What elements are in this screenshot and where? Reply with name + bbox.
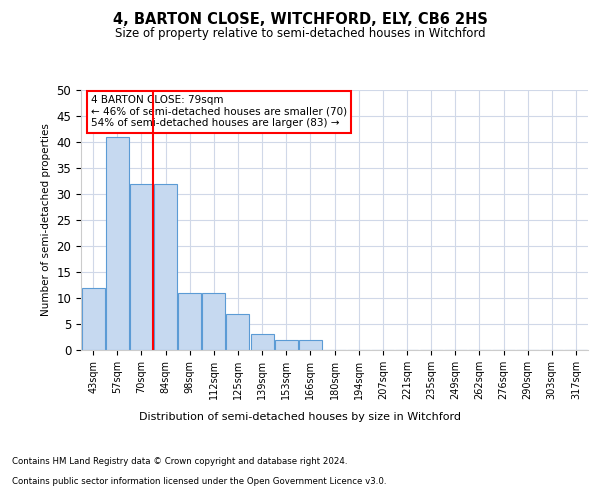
Text: Contains HM Land Registry data © Crown copyright and database right 2024.: Contains HM Land Registry data © Crown c…: [12, 458, 347, 466]
Text: Distribution of semi-detached houses by size in Witchford: Distribution of semi-detached houses by …: [139, 412, 461, 422]
Bar: [82, 288, 104, 350]
Bar: [202, 293, 225, 350]
Text: Size of property relative to semi-detached houses in Witchford: Size of property relative to semi-detach…: [115, 28, 485, 40]
Bar: [154, 184, 177, 350]
Text: 4, BARTON CLOSE, WITCHFORD, ELY, CB6 2HS: 4, BARTON CLOSE, WITCHFORD, ELY, CB6 2HS: [113, 12, 487, 28]
Bar: [299, 340, 322, 350]
Y-axis label: Number of semi-detached properties: Number of semi-detached properties: [41, 124, 51, 316]
Text: 4 BARTON CLOSE: 79sqm
← 46% of semi-detached houses are smaller (70)
54% of semi: 4 BARTON CLOSE: 79sqm ← 46% of semi-deta…: [91, 95, 347, 128]
Bar: [226, 314, 250, 350]
Bar: [251, 334, 274, 350]
Bar: [178, 293, 201, 350]
Bar: [106, 137, 128, 350]
Bar: [130, 184, 153, 350]
Bar: [275, 340, 298, 350]
Text: Contains public sector information licensed under the Open Government Licence v3: Contains public sector information licen…: [12, 478, 386, 486]
